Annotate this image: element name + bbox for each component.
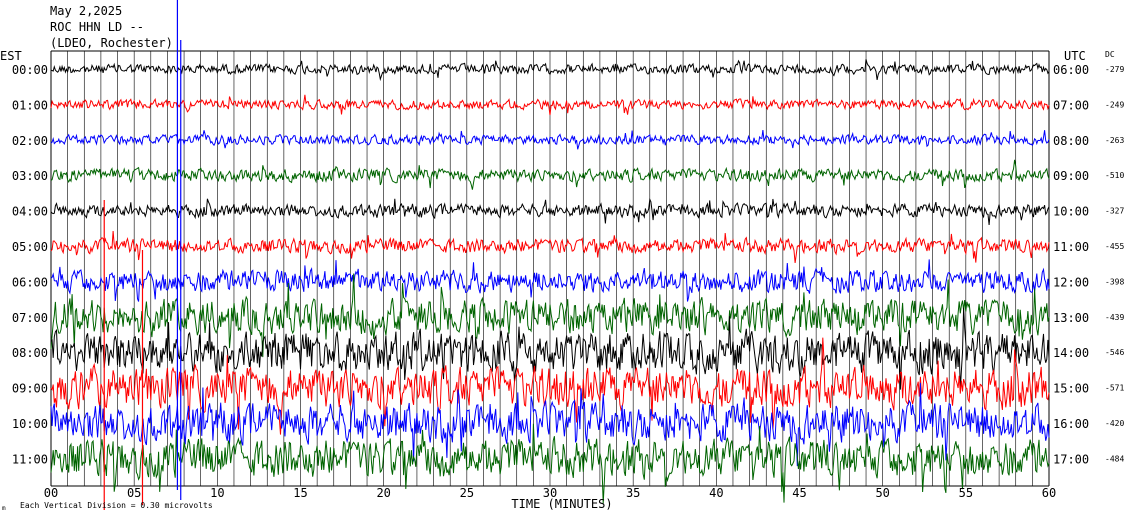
x-tick-label: 25 <box>460 486 474 500</box>
x-tick-label: 50 <box>875 486 889 500</box>
trace-line <box>50 423 1050 504</box>
x-tick-label: 55 <box>959 486 973 500</box>
trace-line <box>50 273 1050 358</box>
x-tick-label: 05 <box>127 486 141 500</box>
est-tick-label: 11:00 <box>12 452 48 466</box>
dc-offset-label: -484 <box>1105 454 1124 463</box>
est-tick-label: 10:00 <box>12 417 48 431</box>
dc-offset-label: -398 <box>1105 277 1124 286</box>
utc-axis-label: UTC <box>1064 49 1086 63</box>
plot-header: May 2,2025 ROC HHN LD -- (LDEO, Rocheste… <box>50 3 173 51</box>
utc-tick-label: 13:00 <box>1053 311 1089 325</box>
trace-line <box>50 230 1050 263</box>
utc-tick-label: 17:00 <box>1053 452 1089 466</box>
dc-header-label: DC <box>1105 50 1115 59</box>
station-label: ROC HHN LD -- <box>50 20 144 34</box>
utc-tick-label: 08:00 <box>1053 134 1089 148</box>
x-tick-label: 35 <box>626 486 640 500</box>
x-tick-label: 30 <box>543 486 557 500</box>
utc-tick-label: 12:00 <box>1053 275 1089 289</box>
utc-tick-label: 16:00 <box>1053 417 1089 431</box>
utc-tick-label: 11:00 <box>1053 240 1089 254</box>
trace-group <box>50 0 1050 510</box>
dc-offset-label: -420 <box>1105 419 1124 428</box>
grid-lines <box>50 50 1050 487</box>
trace-line <box>50 259 1050 302</box>
est-tick-label: 05:00 <box>12 240 48 254</box>
utc-tick-label: 06:00 <box>1053 63 1089 77</box>
trace-line <box>50 94 1050 116</box>
date-label: May 2,2025 <box>50 4 123 18</box>
dc-offset-label: -327 <box>1105 207 1124 216</box>
dc-offset-label: -546 <box>1105 348 1124 357</box>
trace-line <box>50 307 1050 390</box>
dc-offset-label: -510 <box>1105 171 1124 180</box>
axis-labels: 00:00 06:00 -279 01:00 07:00 -249 02:00 08:00 -2… <box>12 63 1125 500</box>
utc-tick-label: 10:00 <box>1053 205 1089 219</box>
trace-line <box>50 337 1050 435</box>
est-tick-label: 04:00 <box>12 205 48 219</box>
est-tick-label: 08:00 <box>12 346 48 360</box>
footnote-text: Each Vertical Division = 0.30 microvolts <box>20 501 213 510</box>
trace-line <box>50 59 1050 82</box>
x-tick-label: 40 <box>709 486 723 500</box>
utc-tick-label: 07:00 <box>1053 98 1089 112</box>
x-tick-label: 00 <box>44 486 58 500</box>
est-tick-label: 03:00 <box>12 169 48 183</box>
dc-offset-label: -263 <box>1105 136 1124 145</box>
est-tick-label: 02:00 <box>12 134 48 148</box>
x-tick-label: 60 <box>1042 486 1056 500</box>
x-tick-label: 20 <box>376 486 390 500</box>
x-tick-label: 15 <box>293 486 307 500</box>
dc-offset-label: -571 <box>1105 384 1124 393</box>
est-tick-label: 01:00 <box>12 98 48 112</box>
network-label: (LDEO, Rochester) <box>50 36 173 50</box>
utc-tick-label: 09:00 <box>1053 169 1089 183</box>
trace-line <box>50 159 1050 190</box>
dc-offset-label: -279 <box>1105 65 1124 74</box>
trace-line <box>50 382 1050 467</box>
dc-offset-label: -439 <box>1105 313 1124 322</box>
est-tick-label: 07:00 <box>12 311 48 325</box>
est-tick-label: 06:00 <box>12 275 48 289</box>
est-tick-label: 09:00 <box>12 382 48 396</box>
x-tick-label: 10 <box>210 486 224 500</box>
trace-line <box>50 197 1050 226</box>
trace-line <box>50 130 1050 150</box>
utc-tick-label: 15:00 <box>1053 382 1089 396</box>
est-axis-label: EST <box>0 49 22 63</box>
est-tick-label: 00:00 <box>12 63 48 77</box>
footnote-mark: m <box>2 505 6 512</box>
x-axis-title: TIME (MINUTES) <box>511 497 612 511</box>
x-tick-label: 45 <box>792 486 806 500</box>
dc-offset-label: -249 <box>1105 100 1124 109</box>
dc-offset-label: -455 <box>1105 242 1124 251</box>
utc-tick-label: 14:00 <box>1053 346 1089 360</box>
